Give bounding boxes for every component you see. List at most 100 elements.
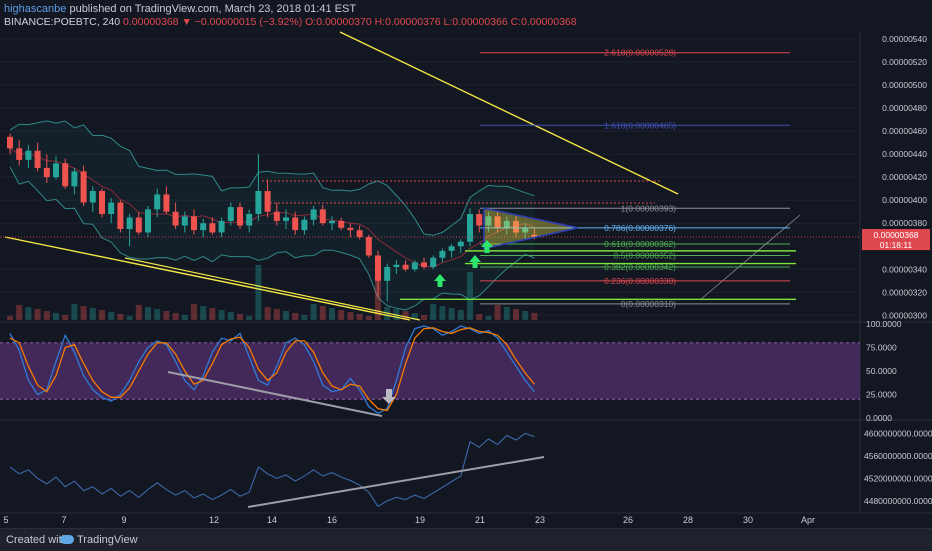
volume-bar <box>485 316 492 320</box>
chart-canvas[interactable]: 2.618(0.00000528) 1.618(0.00000465) 1(0.00… <box>0 0 932 528</box>
volume-bar <box>126 316 133 320</box>
candle <box>476 214 483 226</box>
price-axis-tick: 0.00000540 <box>882 34 927 44</box>
time-axis-tick: Apr <box>801 515 815 525</box>
last-price: 0.00000368 <box>123 16 179 28</box>
volume-bar <box>329 308 335 320</box>
symbol-label[interactable]: BINANCE:POEBTC, 240 <box>4 16 121 28</box>
tradingview-brand: TradingView <box>77 534 138 546</box>
volume-bar <box>53 313 59 320</box>
time-axis-tick: 26 <box>623 515 633 525</box>
created-with-text: Created with <box>6 534 68 546</box>
fib-level-label: 0.618(0.00000362) <box>604 239 676 249</box>
obv-trendline <box>247 456 545 508</box>
volume-bar <box>255 265 262 320</box>
stoch-axis-tick: 25.0000 <box>866 390 897 400</box>
volume-bar <box>200 306 207 320</box>
author-link[interactable]: highascanbe <box>4 3 67 15</box>
volume-bar <box>273 309 280 320</box>
trendline-lower-2 <box>124 257 421 321</box>
time-axis-tick: 7 <box>61 515 66 525</box>
candle <box>191 216 197 231</box>
volume-bar <box>531 313 538 320</box>
tradingview-logo[interactable]: TradingView <box>60 534 138 546</box>
volume-bar <box>522 311 529 320</box>
volume-bar <box>108 312 115 320</box>
candle <box>430 257 437 268</box>
price-axis-tick: 0.00000460 <box>882 126 927 136</box>
candle <box>338 220 345 228</box>
candle <box>494 216 501 228</box>
candle <box>485 216 492 226</box>
stoch-d-line <box>9 327 535 412</box>
price-axis-tick: 0.00000480 <box>882 103 927 113</box>
countdown-badge-text: 01:18:11 <box>880 240 913 250</box>
publisher-line: highascanbe published on TradingView.com… <box>4 3 356 15</box>
candle <box>218 220 225 233</box>
candle <box>402 264 409 270</box>
candle <box>365 237 372 256</box>
volume-bar <box>301 315 308 320</box>
volume-bar <box>292 313 299 320</box>
volume-bar <box>227 312 234 320</box>
volume-bar <box>513 309 519 320</box>
candle <box>7 136 13 149</box>
candle <box>53 163 59 178</box>
volume-bar <box>218 310 225 320</box>
candle <box>246 214 253 226</box>
published-text: published on TradingView.com, March 23, … <box>69 3 357 15</box>
candle <box>108 202 115 215</box>
time-axis-tick: 21 <box>475 515 485 525</box>
volume-bar <box>43 311 50 320</box>
volume-bar <box>181 315 188 320</box>
time-axis-tick: 19 <box>415 515 425 525</box>
volume-bar <box>457 310 464 320</box>
volume-bar <box>71 304 78 320</box>
candle <box>200 223 207 231</box>
candle <box>237 207 243 226</box>
fib-level-label: 1(0.00000393) <box>621 203 676 213</box>
price-axis-tick: 0.00000520 <box>882 57 927 67</box>
volume-bar <box>34 309 41 320</box>
candle <box>522 227 529 233</box>
fib-level-label: 0.5(0.00000352) <box>614 250 677 260</box>
fib-level-label: 0.786(0.00000376) <box>604 223 676 233</box>
candle <box>531 234 538 238</box>
candle <box>80 171 87 203</box>
fib-level-label: 0(0.00000310) <box>621 299 676 309</box>
fib-trend-line <box>699 214 801 301</box>
volume-bar <box>356 314 363 320</box>
candle <box>319 209 326 224</box>
candle <box>457 241 464 247</box>
candle <box>439 250 446 258</box>
stoch-band <box>0 342 860 400</box>
stoch-divergence-line <box>167 371 383 417</box>
stoch-axis-tick: 75.0000 <box>866 343 897 353</box>
candle <box>154 194 161 210</box>
candle <box>393 264 400 268</box>
volume-bar <box>172 313 179 320</box>
price-axis-tick: 0.00000320 <box>882 287 927 297</box>
candle <box>99 190 105 215</box>
time-axis-tick: 30 <box>743 515 753 525</box>
candle <box>347 227 354 231</box>
symmetrical-triangle <box>483 207 579 250</box>
candle <box>34 150 41 168</box>
volume-bar <box>448 308 455 320</box>
volume-bar <box>310 304 317 320</box>
volume-bar <box>89 308 96 320</box>
bollinger-lower <box>9 166 535 311</box>
candle <box>513 220 519 233</box>
candle <box>62 163 69 187</box>
candle <box>292 217 299 231</box>
price-axis-tick: 0.00000420 <box>882 172 927 182</box>
candle <box>181 216 188 226</box>
candle <box>25 150 32 160</box>
candle <box>411 262 418 270</box>
obv-axis-tick: 4520000000.0000 <box>864 473 932 483</box>
symbol-line: BINANCE:POEBTC, 240 0.00000368 ▼ −0.0000… <box>4 16 577 28</box>
candle <box>273 211 280 221</box>
candle <box>43 167 50 178</box>
candle <box>356 230 363 238</box>
fib-level-label: 0.236(0.00000330) <box>604 276 676 286</box>
